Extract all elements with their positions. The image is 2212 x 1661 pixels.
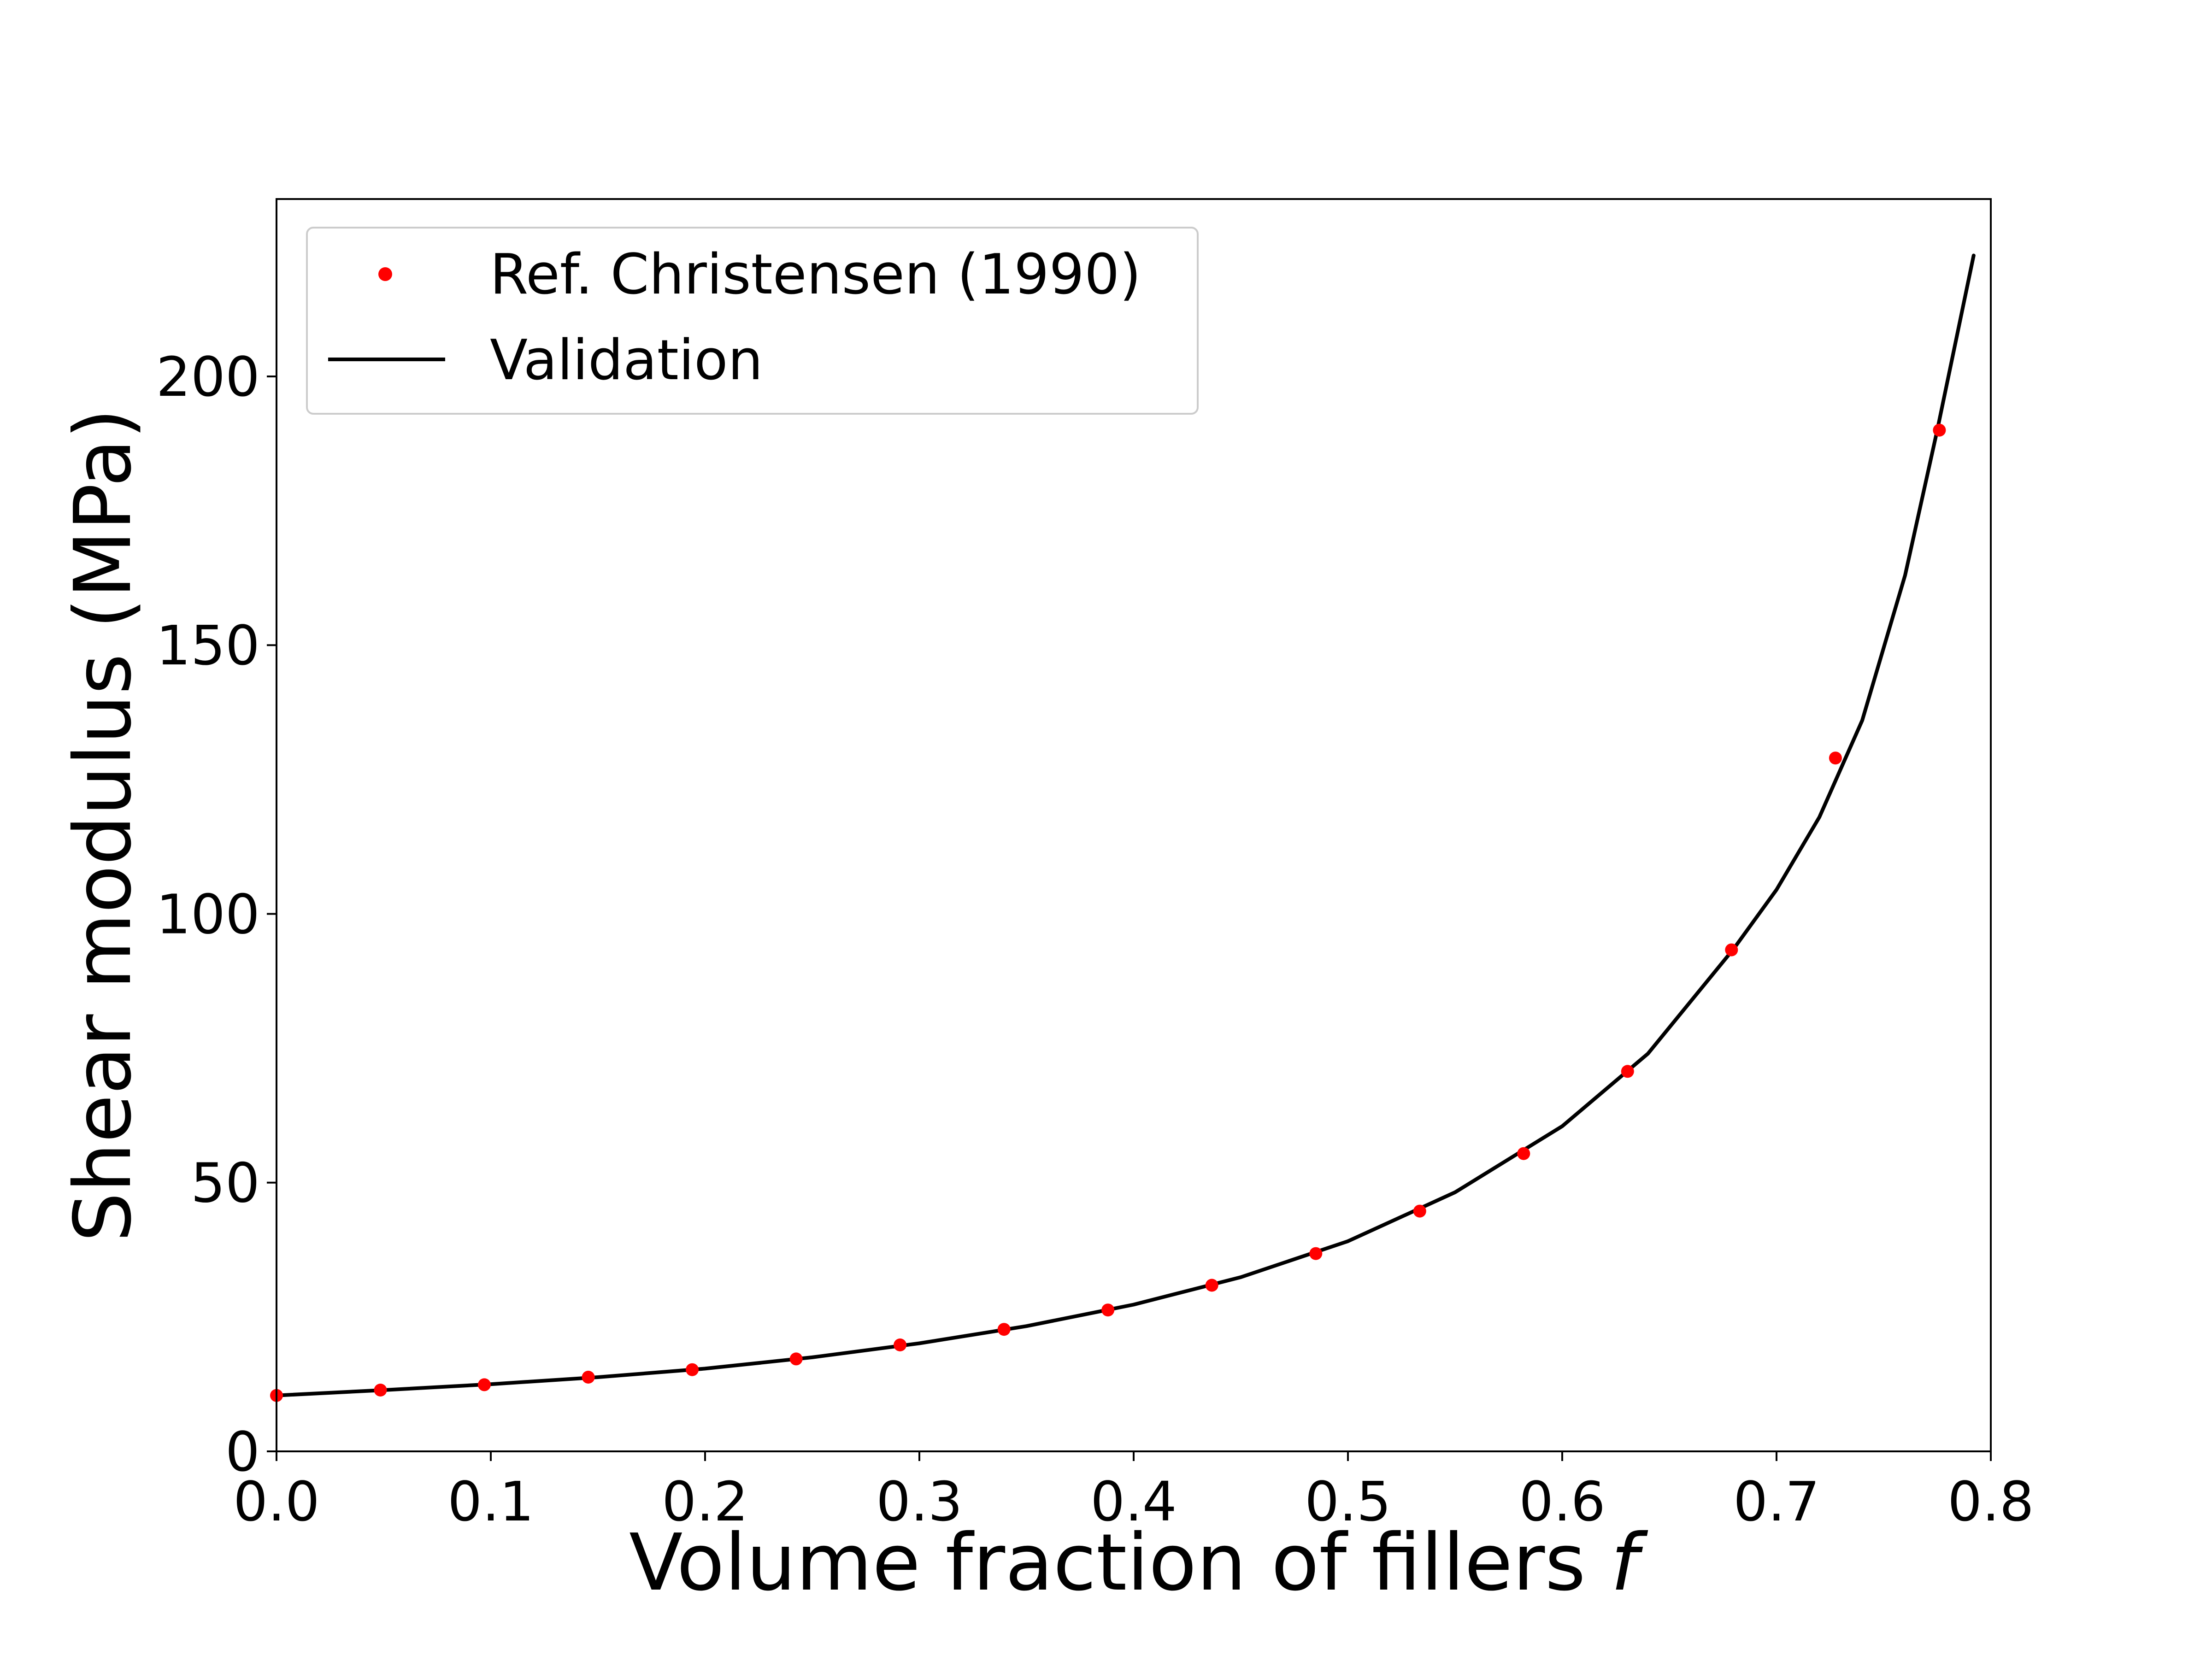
plot-layer [270,253,1976,1402]
data-point-reference [686,1363,699,1376]
series-line-validation [275,253,1976,1397]
x-tick-label: 0.7 [1733,1470,1820,1533]
x-tick-label: 0.4 [1090,1470,1177,1533]
legend: Ref. Christensen (1990) Validation [306,227,1199,415]
data-point-reference [1725,943,1738,957]
legend-marker-reference [378,267,392,281]
x-tick-label: 0.2 [662,1470,748,1533]
data-point-reference [1933,423,1946,437]
y-tick-label: 200 [156,345,260,409]
x-axis-label-text: Volume fraction of fillers [629,1517,1586,1608]
legend-label-reference: Ref. Christensen (1990) [490,243,1141,307]
data-point-reference [1309,1247,1323,1260]
y-tick-label: 150 [156,614,260,677]
legend-label-validation: Validation [490,329,763,393]
data-point-reference [1413,1204,1426,1218]
data-point-reference [1829,751,1842,765]
y-tick-label: 100 [156,882,260,946]
legend-box [306,227,1199,415]
data-point-reference [1205,1279,1218,1292]
data-point-reference [478,1378,491,1391]
y-tick-label: 50 [191,1151,260,1215]
data-point-reference [789,1352,803,1366]
x-tick-label: 0.0 [233,1470,320,1533]
data-point-reference [997,1323,1011,1336]
y-tick-label: 0 [225,1420,260,1484]
data-point-reference [1621,1065,1634,1078]
x-tick-label: 0.1 [447,1470,534,1533]
y-axis-label: Shear modulus (MPa) [58,408,149,1242]
x-tick-label: 0.3 [876,1470,963,1533]
x-tick-label: 0.6 [1519,1470,1606,1533]
data-point-reference [374,1384,387,1397]
data-point-reference [582,1371,595,1384]
data-point-reference [1517,1147,1530,1160]
data-point-reference [894,1338,907,1351]
axis-layer: 0.0 0.1 0.2 0.3 0.4 0.5 0.6 0.7 0.8 0 50 100 150 200 [156,345,2034,1533]
x-axis-label: Volume fraction of fillers f [629,1517,1648,1608]
data-point-reference [1101,1303,1115,1317]
x-tick-label: 0.5 [1305,1470,1391,1533]
x-tick-label: 0.8 [1947,1470,2034,1533]
